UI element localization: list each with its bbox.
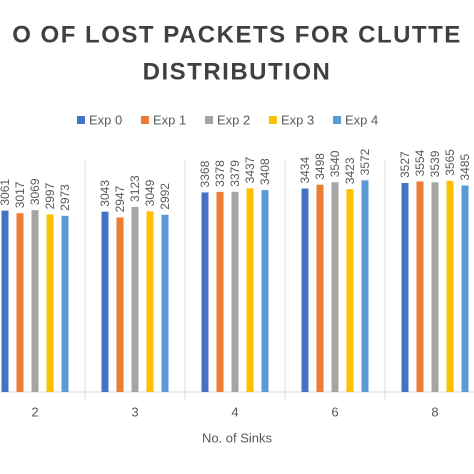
x-tick-label: 6	[331, 404, 338, 419]
x-tick-label: 8	[431, 404, 438, 419]
legend-label: Exp 2	[217, 112, 250, 127]
bar	[201, 192, 209, 392]
data-label: 3527	[398, 151, 412, 178]
x-tick-label: 3	[131, 404, 138, 419]
data-label: 3540	[328, 150, 342, 177]
data-label: 3043	[98, 180, 112, 207]
legend-swatch	[141, 116, 149, 124]
bar	[16, 213, 24, 392]
legend-label: Exp 0	[89, 112, 122, 127]
data-label: 3069	[28, 178, 42, 205]
data-label: 3554	[413, 149, 427, 176]
data-label: 3498	[313, 153, 327, 180]
bar	[316, 184, 324, 392]
data-label: 3408	[258, 158, 272, 185]
bar	[461, 185, 469, 392]
data-label: 3539	[428, 150, 442, 177]
legend-swatch	[77, 116, 85, 124]
bar	[401, 183, 409, 392]
bar	[431, 182, 439, 392]
bar	[231, 191, 239, 392]
bar	[131, 206, 139, 392]
bar	[361, 180, 369, 392]
data-label: 3368	[198, 160, 212, 187]
data-label: 3061	[0, 179, 12, 206]
data-label: 3437	[243, 156, 257, 183]
bar	[46, 214, 54, 392]
bar	[416, 181, 424, 392]
legend-label: Exp 1	[153, 112, 186, 127]
bar	[261, 190, 269, 392]
bar	[301, 188, 309, 392]
legend-label: Exp 4	[345, 112, 378, 127]
legend-label: Exp 3	[281, 112, 314, 127]
bar	[246, 188, 254, 392]
bar	[216, 191, 224, 392]
bar	[446, 180, 454, 392]
data-label: 3379	[228, 160, 242, 187]
bar	[1, 210, 9, 392]
data-label: 3572	[358, 148, 372, 175]
data-label: 2992	[158, 183, 172, 210]
bar	[161, 214, 169, 392]
data-label: 3123	[128, 175, 142, 202]
data-label: 3423	[343, 157, 357, 184]
legend-swatch	[205, 116, 213, 124]
bar	[346, 189, 354, 392]
bar	[331, 182, 339, 392]
data-label: 2947	[113, 185, 127, 212]
x-tick-label: 4	[231, 404, 238, 419]
data-label: 2973	[58, 184, 72, 211]
bar	[31, 210, 39, 392]
data-label: 3017	[13, 181, 27, 208]
data-label: 3565	[443, 149, 457, 176]
legend-swatch	[333, 116, 341, 124]
data-label: 3378	[213, 160, 227, 187]
chart-title: DISTRIBUTION	[143, 58, 332, 85]
data-label: 3049	[143, 179, 157, 206]
chart-title: O OF LOST PACKETS FOR CLUTTE	[12, 21, 462, 48]
data-label: 3434	[298, 157, 312, 184]
bar	[61, 215, 69, 392]
bar	[146, 211, 154, 392]
bar	[116, 217, 124, 392]
data-label: 3485	[458, 153, 472, 180]
legend-swatch	[269, 116, 277, 124]
x-axis-title: No. of Sinks	[202, 430, 273, 445]
x-tick-label: 2	[31, 404, 38, 419]
data-label: 2997	[43, 182, 57, 209]
bar	[101, 211, 109, 392]
